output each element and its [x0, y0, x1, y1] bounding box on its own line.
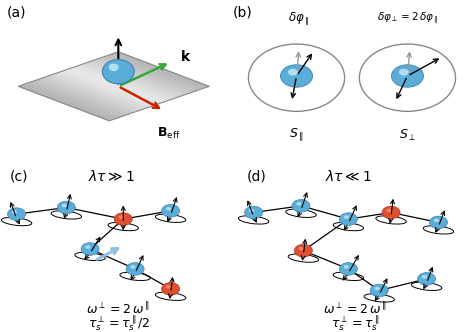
Text: $\mathbf{B}_{\mathrm{eff}}$: $\mathbf{B}_{\mathrm{eff}}$: [156, 126, 180, 141]
Polygon shape: [51, 74, 144, 110]
Circle shape: [109, 63, 119, 71]
Polygon shape: [91, 60, 184, 96]
Circle shape: [299, 247, 304, 250]
Polygon shape: [111, 53, 204, 89]
Polygon shape: [23, 84, 117, 119]
Polygon shape: [116, 52, 210, 87]
Circle shape: [386, 209, 392, 212]
Polygon shape: [31, 81, 124, 117]
Circle shape: [288, 69, 298, 76]
Polygon shape: [106, 55, 199, 91]
Polygon shape: [46, 76, 139, 111]
Text: $\tau_s^{\perp} = \tau_s^{\parallel}$: $\tau_s^{\perp} = \tau_s^{\parallel}$: [331, 314, 380, 332]
Text: $S_{\perp}$: $S_{\perp}$: [399, 128, 416, 143]
Polygon shape: [88, 61, 182, 97]
Polygon shape: [28, 82, 122, 118]
Text: $\mathbf{k}$: $\mathbf{k}$: [180, 49, 191, 64]
Polygon shape: [68, 68, 162, 104]
Circle shape: [114, 213, 132, 225]
Polygon shape: [96, 59, 189, 94]
Circle shape: [245, 206, 263, 219]
Text: $\tau_s^{\perp} = \tau_s^{\parallel}/2$: $\tau_s^{\perp} = \tau_s^{\parallel}/2$: [88, 314, 149, 332]
Circle shape: [126, 263, 144, 275]
Circle shape: [344, 265, 349, 269]
Polygon shape: [38, 79, 132, 114]
Text: $\delta\varphi_{\perp} = 2\,\delta\varphi_{\parallel}$: $\delta\varphi_{\perp} = 2\,\delta\varph…: [377, 10, 438, 27]
Polygon shape: [66, 69, 159, 105]
Circle shape: [399, 69, 409, 76]
Polygon shape: [83, 63, 177, 98]
Polygon shape: [81, 64, 174, 99]
Circle shape: [162, 283, 180, 295]
Text: (a): (a): [7, 5, 27, 19]
Text: $\omega^{\perp} = 2\,\omega^{\parallel}$: $\omega^{\perp} = 2\,\omega^{\parallel}$: [86, 301, 151, 317]
Text: $\delta\varphi_{\parallel}$: $\delta\varphi_{\parallel}$: [288, 10, 310, 27]
Circle shape: [8, 208, 26, 220]
Text: $S_{\parallel}$: $S_{\parallel}$: [289, 126, 304, 143]
Polygon shape: [36, 79, 129, 115]
Circle shape: [85, 245, 91, 249]
Circle shape: [370, 284, 388, 297]
Circle shape: [81, 243, 99, 255]
Polygon shape: [73, 66, 167, 102]
Text: $\lambda\tau \gg 1$: $\lambda\tau \gg 1$: [88, 169, 135, 184]
Polygon shape: [78, 65, 172, 100]
Circle shape: [166, 207, 171, 210]
Polygon shape: [21, 85, 114, 120]
Polygon shape: [18, 85, 112, 121]
Circle shape: [130, 265, 136, 269]
Circle shape: [281, 65, 312, 87]
Text: $\lambda\tau \ll 1$: $\lambda\tau \ll 1$: [325, 169, 372, 184]
Circle shape: [118, 215, 124, 219]
Circle shape: [166, 285, 171, 289]
Circle shape: [418, 273, 436, 285]
Polygon shape: [103, 56, 197, 92]
Text: (b): (b): [232, 5, 252, 19]
Circle shape: [102, 59, 134, 84]
Polygon shape: [63, 70, 157, 105]
Polygon shape: [108, 54, 202, 90]
Polygon shape: [53, 73, 147, 109]
Circle shape: [162, 205, 180, 217]
Polygon shape: [93, 59, 187, 95]
Polygon shape: [48, 75, 142, 111]
Circle shape: [339, 213, 357, 225]
Circle shape: [296, 202, 301, 206]
Circle shape: [57, 201, 75, 214]
Circle shape: [62, 204, 67, 207]
Circle shape: [422, 275, 427, 279]
Polygon shape: [58, 72, 152, 107]
Polygon shape: [86, 62, 179, 98]
Text: (c): (c): [9, 169, 28, 183]
Circle shape: [344, 215, 349, 219]
Polygon shape: [41, 78, 134, 113]
Polygon shape: [101, 57, 194, 92]
Text: $\omega^{\perp} = 2\,\omega^{\parallel}$: $\omega^{\perp} = 2\,\omega^{\parallel}$: [323, 301, 388, 317]
Polygon shape: [56, 72, 149, 108]
Polygon shape: [33, 80, 127, 116]
Circle shape: [292, 200, 310, 212]
Circle shape: [434, 218, 439, 222]
Polygon shape: [43, 77, 137, 112]
Circle shape: [294, 244, 312, 257]
Text: (d): (d): [246, 169, 266, 183]
Circle shape: [339, 263, 357, 275]
Polygon shape: [98, 58, 192, 93]
Circle shape: [429, 216, 447, 229]
Circle shape: [374, 287, 380, 290]
Polygon shape: [61, 71, 154, 106]
Circle shape: [249, 209, 254, 212]
Polygon shape: [71, 67, 164, 103]
Circle shape: [382, 206, 400, 219]
Circle shape: [392, 65, 423, 87]
Circle shape: [12, 210, 17, 214]
Polygon shape: [26, 83, 119, 118]
Polygon shape: [113, 53, 207, 88]
Polygon shape: [76, 66, 169, 101]
